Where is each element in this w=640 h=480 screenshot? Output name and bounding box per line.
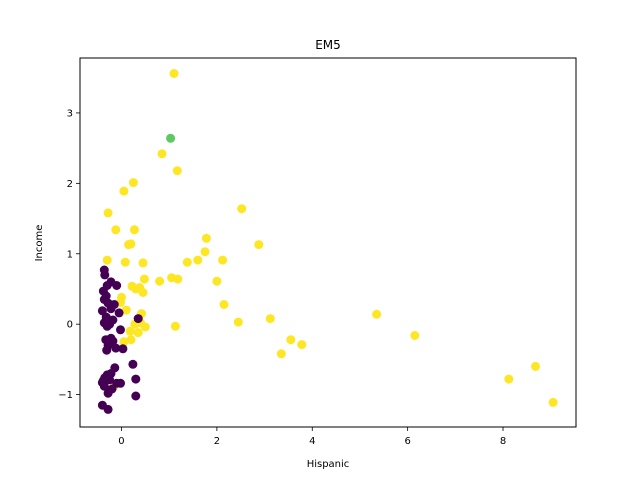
data-point-cluster-2 [138,288,148,297]
data-point-cluster-2 [155,276,165,286]
x-tick-label: 2 [214,436,220,447]
data-point-cluster-2 [125,326,135,336]
data-point-cluster-2 [103,208,113,218]
x-tick-label: 0 [118,436,124,447]
x-tick-label: 8 [500,436,506,447]
y-tick-label: 2 [67,179,73,190]
data-point-cluster-2 [200,247,210,257]
data-point-cluster-2 [172,166,182,176]
data-point-cluster-0 [111,343,121,353]
data-point-cluster-2 [410,331,420,340]
data-point-cluster-0 [103,388,113,398]
data-point-cluster-0 [106,304,116,314]
data-point-cluster-2 [102,255,112,265]
data-point-cluster-2 [140,322,150,332]
data-point-cluster-2 [173,274,183,284]
data-point-cluster-2 [128,178,138,188]
data-point-cluster-0 [133,314,143,324]
data-point-cluster-2 [265,314,275,324]
x-axis-ticks: 0 2 4 6 8 [118,427,506,447]
data-point-cluster-2 [286,335,296,345]
data-point-cluster-2 [548,397,558,407]
data-point-cluster-0 [116,378,125,388]
data-point-cluster-2 [120,257,130,267]
data-point-cluster-2 [276,349,286,359]
data-point-cluster-2 [297,340,307,350]
y-tick-label: −1 [58,390,73,401]
data-point-cluster-2 [138,258,148,268]
data-point-cluster-0 [131,374,141,384]
data-point-cluster-0 [99,381,109,391]
data-point-cluster-0 [102,345,112,355]
data-point-cluster-0 [112,281,122,290]
x-axis-label: Hispanic [307,459,350,470]
data-point-cluster-0 [100,270,110,280]
data-point-cluster-2 [182,257,192,267]
data-point-cluster-0 [102,321,112,331]
data-point-cluster-2 [121,305,131,315]
y-axis-ticks: −1 0 1 2 3 [58,108,80,401]
data-point-cluster-2 [126,335,136,345]
y-tick-label: 0 [67,320,73,331]
data-point-cluster-2 [504,374,514,384]
data-point-cluster-2 [129,225,139,235]
data-point-cluster-2 [111,225,121,235]
y-tick-label: 3 [67,108,73,119]
data-point-cluster-0 [105,375,115,385]
data-point-cluster-2 [233,317,243,327]
plot-frame [79,57,577,428]
data-point-cluster-0 [116,325,125,335]
data-point-cluster-0 [128,359,138,369]
data-point-cluster-2 [201,233,211,243]
data-point-cluster-2 [170,321,180,331]
data-point-cluster-0 [114,308,124,318]
y-axis-label: Income [34,225,45,262]
data-point-cluster-2 [219,300,229,309]
data-point-cluster-2 [531,361,540,371]
data-point-cluster-2 [169,69,179,78]
data-point-cluster-2 [124,240,134,250]
data-point-cluster-0 [103,404,113,414]
data-point-cluster-1 [166,133,176,143]
data-point-cluster-2 [119,186,129,196]
y-tick-label: 1 [67,249,73,260]
data-point-cluster-2 [119,337,129,347]
data-point-cluster-2 [157,149,167,159]
data-point-cluster-0 [118,344,128,354]
data-point-cluster-0 [131,391,141,401]
x-tick-label: 6 [404,436,410,447]
chart-title: EM5 [315,38,341,52]
data-point-cluster-2 [193,255,203,265]
data-point-cluster-2 [133,328,143,338]
data-point-cluster-2 [139,274,149,284]
data-point-cluster-2 [218,255,228,265]
data-point-cluster-2 [372,309,382,319]
data-points [97,69,558,414]
data-point-cluster-2 [212,276,222,286]
x-tick-label: 4 [309,436,315,447]
data-point-cluster-2 [237,204,247,214]
data-point-cluster-2 [254,240,264,250]
